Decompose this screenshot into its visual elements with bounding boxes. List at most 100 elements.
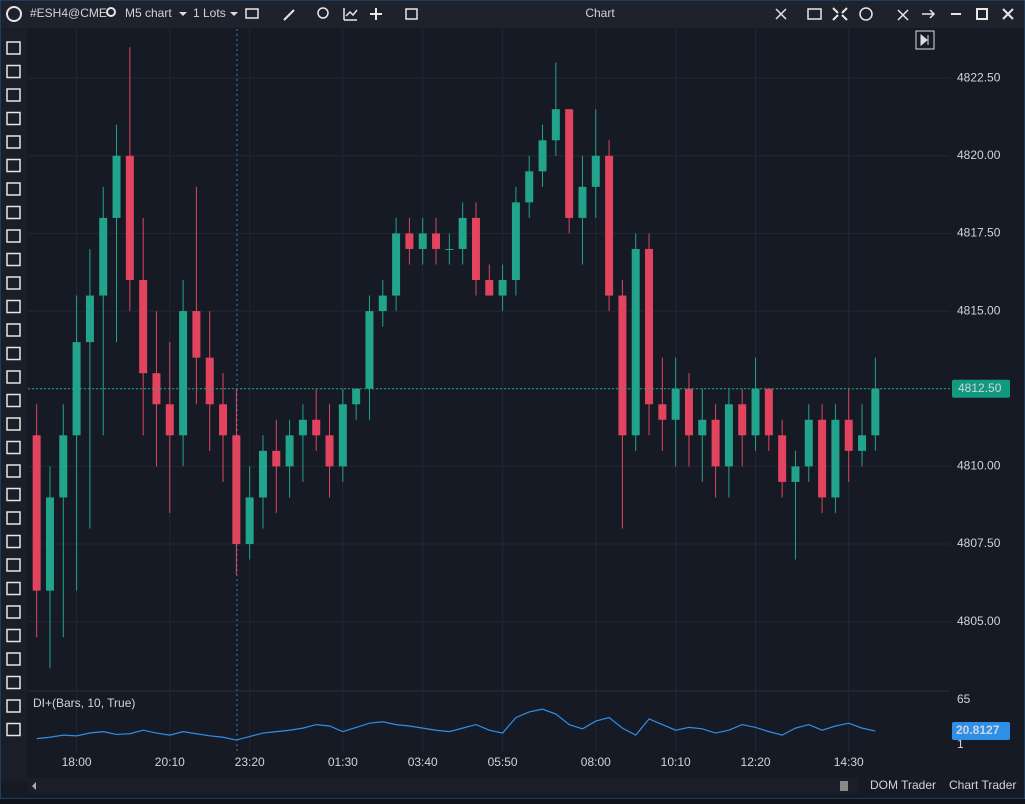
candle-body <box>179 311 188 436</box>
scrollbar[interactable] <box>28 778 858 794</box>
candle-body <box>631 248 640 436</box>
tool-icon[interactable] <box>6 346 21 361</box>
last-price-box <box>952 379 1010 398</box>
tool-icon[interactable] <box>6 605 21 619</box>
templates-icon[interactable] <box>405 8 418 20</box>
candle-body <box>245 497 254 545</box>
tool-icon[interactable] <box>6 558 21 572</box>
candle-body <box>272 450 281 467</box>
candle-body <box>258 450 267 498</box>
candle-body <box>591 155 600 187</box>
theme-icon[interactable] <box>859 7 873 21</box>
candle-body <box>578 186 587 218</box>
pin-icon[interactable] <box>922 9 936 19</box>
tool-icon[interactable] <box>6 722 21 737</box>
candle-body <box>352 388 361 405</box>
tool-icon[interactable] <box>6 299 21 314</box>
candle-body <box>738 404 747 436</box>
tool-icon[interactable] <box>6 158 21 173</box>
candle-body <box>445 248 454 250</box>
tool-icon[interactable] <box>6 182 21 196</box>
timeframe-selector[interactable]: M5 chart <box>125 6 172 20</box>
screenshot-icon[interactable] <box>807 8 822 20</box>
candle-body <box>45 497 54 591</box>
candle-body <box>32 435 41 591</box>
settings-icon[interactable] <box>897 9 909 21</box>
symbol-selector[interactable]: #ESH4@CME <box>30 6 107 20</box>
candle-body <box>219 404 228 436</box>
candle-body <box>525 171 534 203</box>
candle-body <box>378 295 387 312</box>
tool-icon[interactable] <box>6 417 21 431</box>
tool-icon[interactable] <box>6 487 21 502</box>
fullscreen-icon[interactable] <box>832 7 848 21</box>
x-tick-label: 01:30 <box>328 755 358 769</box>
candle-body <box>432 233 441 249</box>
x-tick-label: 08:00 <box>581 755 611 769</box>
candle-body <box>312 419 321 436</box>
lots-selector[interactable]: 1 Lots <box>193 6 226 20</box>
tool-icon[interactable] <box>6 652 21 666</box>
tool-icon[interactable] <box>6 675 21 690</box>
tool-icon[interactable] <box>6 699 21 713</box>
dom-trader-tab[interactable]: DOM Trader <box>870 778 936 792</box>
chart-trader-tab[interactable]: Chart Trader <box>949 778 1016 792</box>
tool-icon[interactable] <box>6 64 21 79</box>
tool-icon[interactable] <box>6 534 21 549</box>
tools-icon[interactable] <box>775 8 787 20</box>
tool-icon[interactable] <box>6 393 21 408</box>
candle-body <box>498 280 507 296</box>
close-button[interactable] <box>1002 8 1014 20</box>
scroll-to-end-button[interactable] <box>915 30 935 50</box>
tool-icon[interactable] <box>6 252 21 267</box>
candle-body <box>338 404 347 467</box>
tool-icon[interactable] <box>6 440 21 455</box>
tool-icon[interactable] <box>6 229 21 243</box>
candle-body <box>724 404 733 467</box>
search-icon[interactable] <box>106 7 116 17</box>
indicator-value-box <box>952 722 1010 741</box>
indicators-icon[interactable] <box>343 8 358 21</box>
candle-body <box>232 435 241 545</box>
dropdown-arrow <box>230 12 238 16</box>
add-icon[interactable] <box>370 8 382 20</box>
tool-icon[interactable] <box>6 111 21 126</box>
tool-icon[interactable] <box>6 205 21 220</box>
candle-body <box>565 109 574 218</box>
x-tick-label: 23:20 <box>235 755 265 769</box>
tool-icon[interactable] <box>6 88 21 102</box>
tool-icon[interactable] <box>6 511 21 525</box>
candle-body <box>165 404 174 436</box>
scrollbar-thumb[interactable] <box>840 781 848 791</box>
dropdown-arrow <box>179 12 187 16</box>
candle-body <box>418 233 427 249</box>
tool-icon[interactable] <box>6 276 21 290</box>
chart-type-icon[interactable] <box>245 8 259 19</box>
y-tick-label: 4805.00 <box>957 614 1001 628</box>
candle-body <box>511 202 520 281</box>
candle-body <box>125 155 134 281</box>
maximize-button[interactable] <box>976 8 988 20</box>
draw-icon[interactable] <box>283 9 295 21</box>
x-tick-label: 20:10 <box>155 755 185 769</box>
y-tick-label: 4815.00 <box>957 303 1001 317</box>
tool-icon[interactable] <box>6 628 21 643</box>
x-tick-label: 18:00 <box>62 755 92 769</box>
candle-body <box>85 295 94 343</box>
candle-body <box>392 233 401 296</box>
top-toolbar <box>1 1 1024 28</box>
window-title: Chart <box>585 6 615 20</box>
tool-icon[interactable] <box>6 370 21 384</box>
tool-icon[interactable] <box>6 41 21 55</box>
candle-body <box>818 419 827 498</box>
zoom-icon[interactable] <box>317 7 329 19</box>
scroll-left[interactable] <box>32 782 36 790</box>
tool-icon[interactable] <box>6 581 21 596</box>
tool-icon[interactable] <box>6 464 21 478</box>
candle-body <box>751 388 760 436</box>
tool-icon[interactable] <box>6 135 21 149</box>
tool-icon[interactable] <box>6 323 21 337</box>
candle-body <box>285 435 294 467</box>
y2-tick-label: 65 <box>957 692 971 706</box>
